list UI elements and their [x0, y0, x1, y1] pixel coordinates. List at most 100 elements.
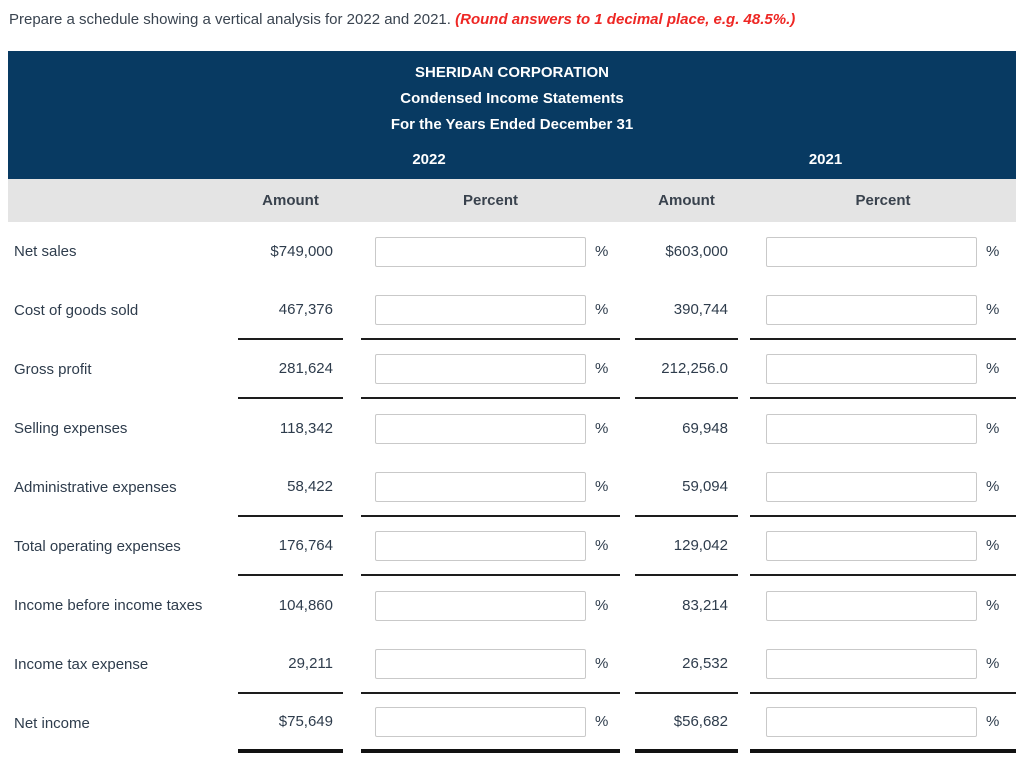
- percent-2022-header: Percent: [462, 192, 519, 209]
- percent-2022-cell: %: [361, 576, 620, 635]
- row-label: Net sales: [14, 243, 77, 260]
- percent-2022-input[interactable]: [375, 706, 586, 737]
- percent-sign: %: [595, 713, 609, 730]
- percent-2022-input[interactable]: [375, 471, 586, 502]
- percent-2021-input[interactable]: [766, 590, 977, 621]
- percent-sign: %: [986, 713, 1000, 730]
- income-statement-table: SHERIDAN CORPORATION Condensed Income St…: [8, 51, 1016, 753]
- percent-2021-input[interactable]: [766, 530, 977, 561]
- amount-2021-header: Amount: [658, 192, 715, 209]
- amount-2021: 390,744: [635, 281, 738, 340]
- percent-2022-input[interactable]: [375, 294, 586, 325]
- percent-2022-input[interactable]: [375, 236, 586, 267]
- percent-2022-cell: %: [361, 340, 620, 399]
- percent-sign: %: [986, 597, 1000, 614]
- statement-period: For the Years Ended December 31: [390, 116, 634, 133]
- percent-2021-cell: %: [750, 281, 1016, 340]
- amount-2022: $749,000: [270, 243, 333, 260]
- percent-2022-input[interactable]: [375, 590, 586, 621]
- row-label: Income before income taxes: [14, 597, 203, 614]
- percent-2021-input[interactable]: [766, 294, 977, 325]
- column-header-row: Amount Percent Amount Percent: [8, 179, 1016, 222]
- year-2021-header: 2021: [808, 151, 843, 168]
- percent-2021-cell: %: [750, 340, 1016, 399]
- statement-title: Condensed Income Statements: [400, 90, 624, 107]
- amount-2022: 176,764: [238, 517, 343, 576]
- instruction-text: Prepare a schedule showing a vertical an…: [0, 0, 1024, 28]
- row-label: Gross profit: [14, 361, 92, 378]
- percent-2021-input[interactable]: [766, 353, 977, 384]
- table-row: Income before income taxes 104,860 % 83,…: [8, 576, 1016, 635]
- percent-sign: %: [986, 478, 1000, 495]
- percent-2022-cell: %: [361, 281, 620, 340]
- percent-2021-input[interactable]: [766, 413, 977, 444]
- table-row: Net income $75,649 % $56,682 %: [8, 694, 1016, 753]
- amount-2022: 281,624: [238, 340, 343, 399]
- amount-2022: 467,376: [238, 281, 343, 340]
- rounding-note: (Round answers to 1 decimal place, e.g. …: [455, 11, 796, 28]
- percent-sign: %: [986, 655, 1000, 672]
- amount-2021: 83,214: [682, 597, 728, 614]
- percent-sign: %: [595, 478, 609, 495]
- percent-2022-cell: %: [361, 458, 620, 517]
- percent-sign: %: [595, 597, 609, 614]
- amount-2021: $56,682: [635, 694, 738, 753]
- percent-sign: %: [595, 301, 609, 318]
- percent-2021-cell: %: [750, 576, 1016, 635]
- percent-sign: %: [986, 420, 1000, 437]
- table-row: Cost of goods sold 467,376 % 390,744 %: [8, 281, 1016, 340]
- row-label: Administrative expenses: [14, 479, 177, 496]
- percent-2022-cell: %: [361, 517, 620, 576]
- amount-2022: 58,422: [238, 458, 343, 517]
- percent-2021-cell: %: [750, 458, 1016, 517]
- percent-2022-input[interactable]: [375, 530, 586, 561]
- percent-2021-input[interactable]: [766, 236, 977, 267]
- percent-2022-cell: %: [361, 222, 620, 281]
- percent-sign: %: [595, 537, 609, 554]
- percent-2022-cell: %: [361, 635, 620, 694]
- percent-sign: %: [986, 360, 1000, 377]
- percent-2021-input[interactable]: [766, 471, 977, 502]
- amount-2022: 118,342: [279, 420, 333, 437]
- table-title-band: SHERIDAN CORPORATION Condensed Income St…: [8, 51, 1016, 179]
- row-label: Income tax expense: [14, 656, 149, 673]
- row-label: Net income: [14, 715, 90, 732]
- amount-2022-header: Amount: [262, 192, 319, 209]
- percent-2022-input[interactable]: [375, 353, 586, 384]
- amount-2022: $75,649: [238, 694, 343, 753]
- percent-sign: %: [595, 420, 609, 437]
- amount-2021: 59,094: [635, 458, 738, 517]
- table-row: Gross profit 281,624 % 212,256.0 %: [8, 340, 1016, 399]
- table-row: Selling expenses 118,342 % 69,948 %: [8, 399, 1016, 458]
- percent-sign: %: [986, 301, 1000, 318]
- table-row: Net sales $749,000 % $603,000 %: [8, 222, 1016, 281]
- percent-2022-cell: %: [361, 399, 620, 458]
- percent-2022-cell: %: [361, 694, 620, 753]
- year-2022-header: 2022: [412, 151, 446, 168]
- amount-2022: 29,211: [238, 635, 343, 694]
- percent-2021-cell: %: [750, 694, 1016, 753]
- percent-2021-cell: %: [750, 222, 1016, 281]
- year-header-row: 2022 2021: [8, 151, 1016, 168]
- amount-2021: 212,256.0: [635, 340, 738, 399]
- amount-2021: 69,948: [682, 420, 728, 437]
- amount-2021: 129,042: [635, 517, 738, 576]
- row-label: Total operating expenses: [14, 538, 181, 555]
- percent-sign: %: [595, 360, 609, 377]
- amount-2021: $603,000: [665, 243, 728, 260]
- table-row: Income tax expense 29,211 % 26,532 %: [8, 635, 1016, 694]
- percent-sign: %: [595, 243, 609, 260]
- amount-2021: 26,532: [635, 635, 738, 694]
- percent-sign: %: [986, 243, 1000, 260]
- percent-2022-input[interactable]: [375, 648, 586, 679]
- table-row: Total operating expenses 176,764 % 129,0…: [8, 517, 1016, 576]
- percent-2021-input[interactable]: [766, 706, 977, 737]
- row-label: Selling expenses: [14, 420, 128, 437]
- percent-2022-input[interactable]: [375, 413, 586, 444]
- percent-2021-cell: %: [750, 399, 1016, 458]
- table-row: Administrative expenses 58,422 % 59,094 …: [8, 458, 1016, 517]
- company-name: SHERIDAN CORPORATION: [415, 64, 609, 81]
- percent-sign: %: [986, 537, 1000, 554]
- row-label: Cost of goods sold: [14, 302, 139, 319]
- percent-2021-input[interactable]: [766, 648, 977, 679]
